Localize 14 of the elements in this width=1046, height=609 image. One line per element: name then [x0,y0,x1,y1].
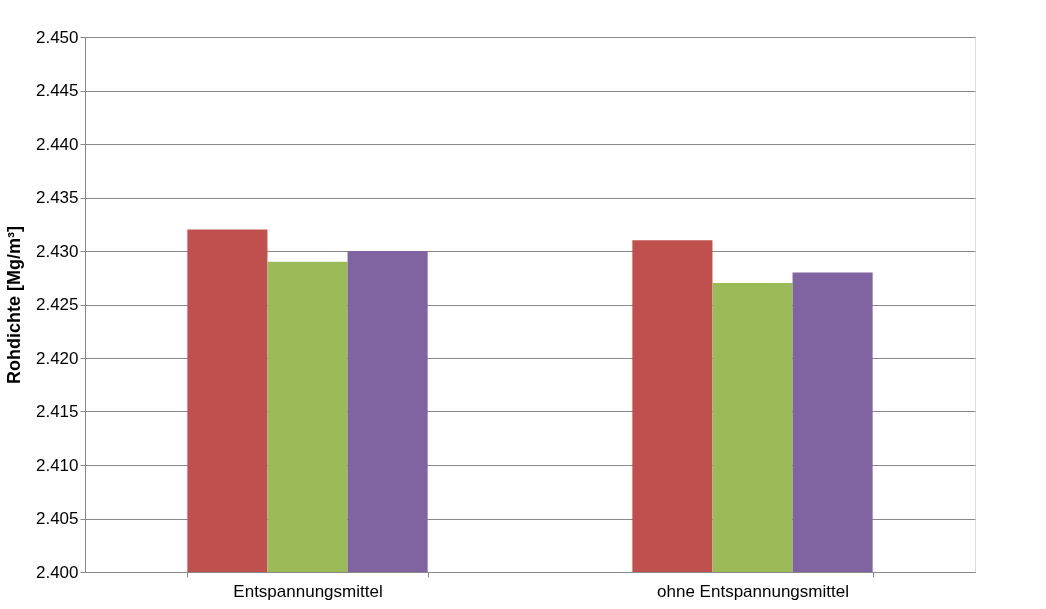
y-tick-label: 2.440 [35,134,79,154]
y-tick-label: 2.425 [35,295,79,314]
y-tick-label: 2.415 [35,402,79,421]
y-tick-label: 2.445 [35,81,79,100]
y-tick-label: 2.435 [35,188,79,207]
y-axis-title: Rohdichte [Mg/m³] [3,226,24,384]
x-tick-label: ohne Entspannungsmittel [657,581,849,601]
y-tick-label: 2.450 [35,27,79,47]
y-tick-label: 2.420 [35,348,79,368]
x-tick-label: Entspannungsmittel [233,581,383,601]
y-tick-label: 2.405 [35,509,79,528]
y-tick-label: 2.410 [35,455,79,475]
y-tick-label: 2.430 [35,241,79,261]
y-tick-label: 2.400 [35,562,79,582]
